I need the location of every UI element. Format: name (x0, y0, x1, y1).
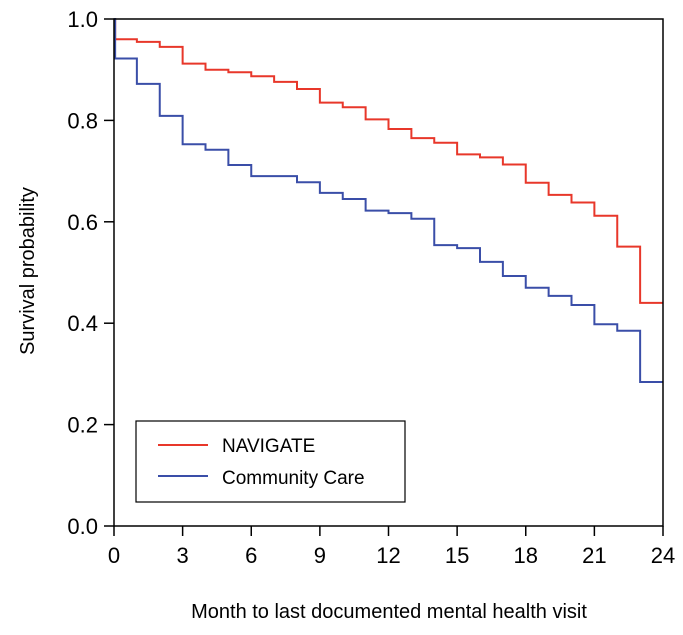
y-axis-title: Survival probability (17, 187, 39, 355)
x-tick-label: 0 (108, 543, 120, 568)
legend-box (135, 420, 406, 503)
x-tick-label: 21 (582, 543, 606, 568)
series-line-community-care (114, 18, 663, 384)
y-tick-label: 0.8 (67, 108, 98, 133)
legend-label-navigate: NAVIGATE (222, 436, 315, 457)
x-tick-label: 24 (651, 543, 675, 568)
x-tick-label: 15 (445, 543, 469, 568)
y-tick-label: 0.2 (67, 413, 98, 438)
x-tick-label: 12 (376, 543, 400, 568)
x-axis-title: Month to last documented mental health v… (191, 601, 587, 623)
y-tick-label: 1.0 (67, 7, 98, 32)
legend: NAVIGATE Community Care (135, 420, 406, 503)
legend-label-community-care: Community Care (222, 468, 365, 489)
y-tick-label: 0.0 (67, 514, 98, 539)
x-tick-label: 9 (314, 543, 326, 568)
plot-frame (113, 18, 664, 527)
series-line-navigate (114, 18, 663, 304)
x-tick-label: 18 (514, 543, 538, 568)
x-tick-label: 3 (177, 543, 189, 568)
x-tick-label: 6 (245, 543, 257, 568)
y-tick-label: 0.4 (67, 311, 98, 336)
y-tick-label: 0.6 (67, 210, 98, 235)
